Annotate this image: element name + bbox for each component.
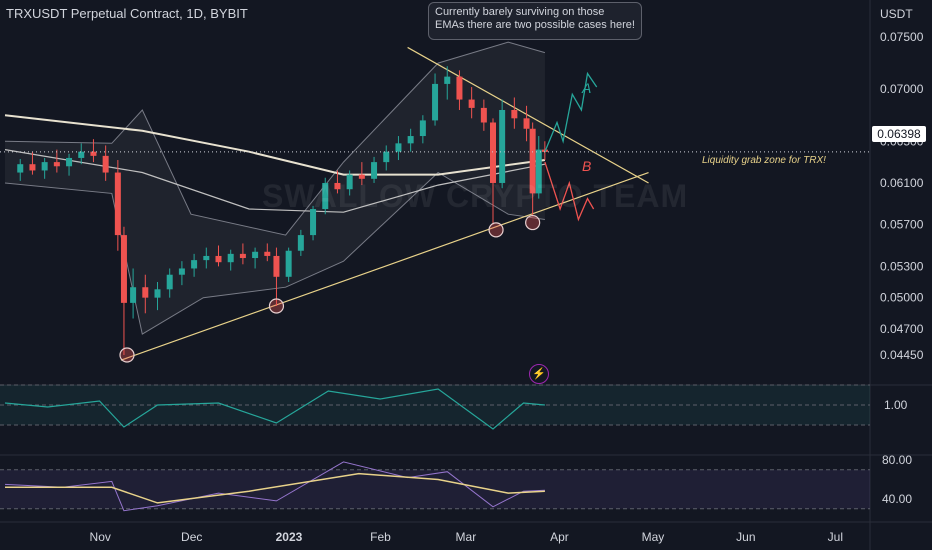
support-trendline: [120, 171, 649, 361]
candle-body: [203, 255, 210, 261]
rsi-line: [4, 461, 545, 512]
candle-body: [297, 235, 304, 251]
time-tick-label: Jun: [736, 530, 755, 544]
candle-body: [154, 289, 161, 298]
last-price-badge: 0.06398: [872, 126, 926, 142]
candle-body: [130, 287, 137, 303]
annotation-callout[interactable]: Currently barely surviving on those EMAs…: [428, 2, 642, 40]
price-tick-label: 0.04450: [880, 348, 924, 362]
candle-body: [90, 151, 97, 156]
bollinger-fill: [5, 42, 545, 335]
scenario-a-label[interactable]: A: [582, 80, 592, 96]
candle-body: [535, 149, 542, 194]
scenario-a-path: [544, 71, 598, 152]
candle-body: [407, 136, 414, 144]
time-tick-label: Mar: [456, 530, 477, 544]
scenario-b-label[interactable]: B: [582, 158, 592, 174]
candle-body: [17, 164, 24, 173]
candle-body: [252, 251, 259, 259]
candle-body: [41, 162, 48, 171]
symbol-title[interactable]: TRXUSDT Perpetual Contract, 1D, BYBIT: [6, 6, 248, 21]
candle-body: [142, 287, 149, 298]
candle-body: [371, 162, 378, 179]
rsi-band: [0, 469, 870, 509]
candle-body: [346, 174, 353, 190]
candle-body: [239, 253, 246, 259]
price-tick-label: 0.07000: [880, 82, 924, 96]
candle-body: [480, 107, 487, 123]
candle-body: [395, 143, 402, 152]
cci-tick-label: 1.00: [884, 398, 908, 412]
liquidity-annotation[interactable]: Liquidity grab zone for TRX!: [702, 155, 826, 166]
currency-label[interactable]: USDT: [880, 7, 913, 21]
ema-long-line: [4, 114, 546, 176]
candle-body: [273, 255, 280, 277]
candle-body: [511, 109, 518, 119]
rsi-tick-label: 40.00: [882, 492, 912, 506]
candle-body: [444, 76, 451, 84]
candle-body: [114, 172, 121, 236]
candle-body: [53, 162, 60, 167]
candle-body: [523, 118, 530, 129]
candle-body: [29, 164, 36, 171]
price-tick-label: 0.04700: [880, 322, 924, 336]
ema-mid-line: [4, 149, 546, 213]
touch-point-marker: [488, 222, 504, 238]
bollinger-upper-line: [4, 41, 546, 236]
candle-body: [120, 235, 127, 303]
candle-body: [468, 99, 475, 108]
candle-body: [419, 120, 426, 137]
candle-body: [383, 151, 390, 163]
candle-body: [310, 209, 317, 236]
candle-body: [227, 253, 234, 263]
candle-body: [499, 109, 506, 183]
candle-body: [432, 83, 439, 121]
time-tick-label: Dec: [181, 530, 202, 544]
candle-body: [102, 155, 109, 173]
price-tick-label: 0.05300: [880, 259, 924, 273]
time-tick-label: Apr: [550, 530, 569, 544]
touch-point-marker: [119, 347, 135, 363]
candle-body: [264, 251, 271, 256]
candle-body: [178, 268, 185, 275]
watermark: SWALLOW CRYPTO TEAM: [262, 178, 689, 214]
candle-body: [322, 182, 329, 210]
price-tick-label: 0.06100: [880, 176, 924, 190]
resistance-trendline: [407, 46, 649, 184]
price-tick-label: 0.05700: [880, 218, 924, 232]
candle-body: [490, 122, 496, 183]
lightning-icon[interactable]: ⚡: [529, 364, 549, 384]
candle-body: [166, 274, 173, 290]
candle-body: [358, 174, 365, 179]
candle-body: [456, 76, 463, 100]
candle-body: [215, 255, 222, 263]
candle-body: [285, 250, 292, 277]
candle-body: [66, 157, 73, 167]
time-tick-label: May: [642, 530, 665, 544]
time-tick-label: Nov: [90, 530, 111, 544]
candle-body: [529, 128, 536, 194]
candle-body: [191, 260, 198, 269]
price-tick-label: 0.05000: [880, 291, 924, 305]
time-tick-label: Feb: [370, 530, 391, 544]
touch-point-marker: [525, 214, 541, 231]
time-tick-label: Jul: [828, 530, 843, 544]
touch-point-marker: [268, 298, 285, 314]
candle-body: [78, 151, 85, 158]
candle-body: [334, 182, 341, 190]
scenario-b-path: [544, 161, 595, 222]
time-tick-label: 2023: [276, 530, 303, 544]
cci-line: [4, 388, 545, 430]
price-tick-label: 0.07500: [880, 30, 924, 44]
rsi-tick-label: 80.00: [882, 453, 912, 467]
rsi-ma-line: [5, 472, 545, 504]
